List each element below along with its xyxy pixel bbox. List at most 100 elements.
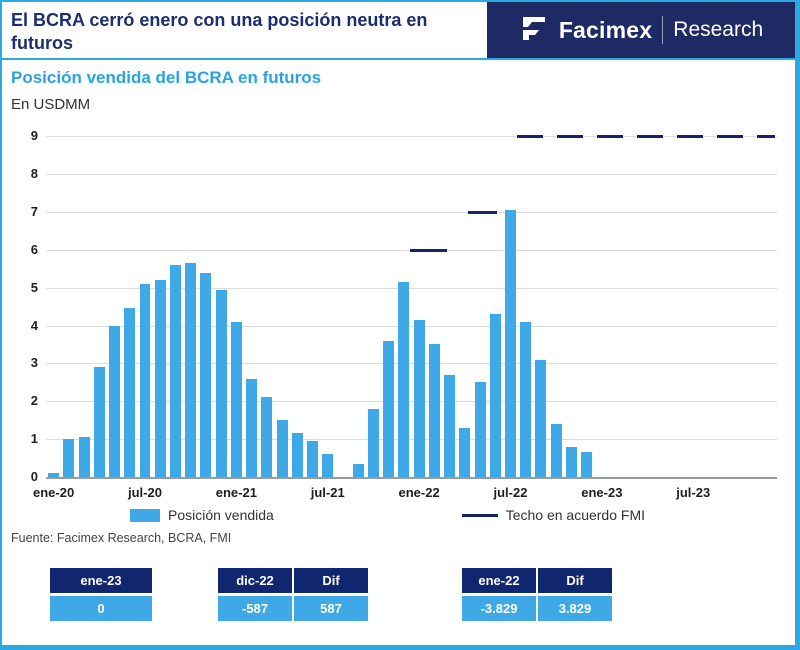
x-axis-label: jul-21 xyxy=(310,485,345,500)
bar xyxy=(398,281,410,477)
bar xyxy=(428,344,440,477)
page-title: El BCRA cerró enero con una posición neu… xyxy=(11,10,428,54)
bar xyxy=(383,340,395,477)
summary-table-header: Dif xyxy=(294,568,368,593)
y-axis-label: 0 xyxy=(30,469,38,484)
summary-table-header: Dif xyxy=(538,568,612,593)
gridline xyxy=(46,477,777,479)
plot-area xyxy=(46,121,777,479)
x-axis-label: ene-23 xyxy=(581,485,623,500)
summary-table-header: dic-22 xyxy=(218,568,292,593)
bar xyxy=(352,463,364,477)
bar xyxy=(474,382,486,477)
bar xyxy=(581,452,593,477)
gridline xyxy=(46,439,777,441)
gridline xyxy=(46,363,777,365)
bar xyxy=(307,441,318,477)
legend-item-techo-fmi: Techo en acuerdo FMI xyxy=(461,507,645,523)
summary-table: ene-23 0 xyxy=(48,565,154,624)
summary-table-cell: -3.829 xyxy=(462,596,536,621)
y-axis-label: 3 xyxy=(30,355,38,371)
units-label: En USDMM xyxy=(11,96,91,113)
bar xyxy=(230,321,242,477)
summary-table-header: ene-22 xyxy=(462,568,536,593)
bar xyxy=(200,272,212,477)
header-separator xyxy=(2,58,795,60)
x-axis: ene-20 jul-20 ene-21 jul-21 ene-22 jul-22 ene-… xyxy=(33,481,777,503)
bar xyxy=(139,283,151,477)
summary-table-header: ene-23 xyxy=(50,568,152,593)
gridline xyxy=(46,325,777,327)
bar xyxy=(367,408,379,477)
legend-label: Techo en acuerdo FMI xyxy=(505,507,645,523)
y-axis-label: 5 xyxy=(30,279,38,295)
y-axis-label: 4 xyxy=(30,317,38,333)
bar xyxy=(154,280,166,477)
gridline xyxy=(46,211,777,213)
bar xyxy=(63,439,75,477)
bar xyxy=(169,264,181,477)
bar xyxy=(78,437,90,477)
chart-title: Posición vendida del BCRA en futuros xyxy=(11,68,322,87)
bar xyxy=(459,427,471,477)
gridline xyxy=(46,136,777,138)
bar xyxy=(124,308,136,477)
bar xyxy=(215,289,227,477)
bar xyxy=(489,314,501,477)
source-note: Fuente: Facimex Research, BCRA, FMI xyxy=(11,531,232,545)
y-axis-label: 7 xyxy=(30,203,38,219)
bar xyxy=(444,374,456,477)
summary-table-cell: 3.829 xyxy=(538,596,612,621)
legend-label: Posición vendida xyxy=(168,507,274,523)
summary-table: dic-22 Dif -587 587 xyxy=(216,565,370,624)
summary-table-cell: -587 xyxy=(218,596,292,621)
line-swatch-icon xyxy=(461,513,498,517)
bar xyxy=(109,325,120,477)
summary-tables: ene-23 0 dic-22 Dif -587 587 ene-22 Dif -3.829 3.… xyxy=(2,565,795,624)
bar xyxy=(413,319,425,477)
summary-table-cell: 587 xyxy=(294,596,368,621)
y-axis-label: 6 xyxy=(30,241,38,257)
y-axis-label: 2 xyxy=(30,393,38,409)
facimex-logo-icon xyxy=(519,13,549,48)
y-axis-label: 1 xyxy=(30,431,38,447)
x-axis-label: ene-21 xyxy=(215,485,257,500)
x-axis-label: ene-22 xyxy=(398,485,440,500)
y-axis-label: 9 xyxy=(30,128,38,144)
x-axis-label: jul-20 xyxy=(128,485,162,500)
bar xyxy=(565,446,577,477)
bar xyxy=(185,263,197,477)
fmi-ceiling-line xyxy=(467,210,497,214)
summary-table-cell: 0 xyxy=(50,596,152,621)
chart-legend: Posición vendida Techo en acuerdo FMI xyxy=(2,503,795,523)
bar xyxy=(535,359,547,477)
bar-chart: ene-20 jul-20 ene-21 jul-21 ene-22 jul-22 ene-… xyxy=(10,115,779,503)
legend-item-posicion-vendida: Posición vendida xyxy=(130,507,274,523)
gridline xyxy=(46,287,777,289)
x-axis-label: ene-20 xyxy=(33,485,75,500)
bar xyxy=(48,473,60,477)
fmi-ceiling-line xyxy=(409,248,447,252)
bar-swatch-icon xyxy=(130,508,160,522)
y-axis-label: 8 xyxy=(30,166,38,182)
gridline xyxy=(46,401,777,403)
bar xyxy=(322,454,334,477)
report-header: El BCRA cerró enero con una posición neu… xyxy=(2,2,795,58)
bar xyxy=(291,433,303,477)
brand-block: Facimex Research xyxy=(487,2,795,58)
brand-name: Facimex xyxy=(558,16,653,43)
x-axis-label: jul-23 xyxy=(676,485,711,500)
bar xyxy=(261,397,273,477)
fmi-ceiling-line xyxy=(516,135,776,139)
gridline xyxy=(46,174,777,176)
bar xyxy=(505,210,516,477)
bar xyxy=(550,423,562,477)
bar xyxy=(520,321,532,477)
bar xyxy=(276,420,288,477)
x-axis-label: jul-22 xyxy=(493,485,528,500)
bar xyxy=(93,367,105,477)
brand-division: Research xyxy=(673,18,764,41)
brand-divider xyxy=(662,16,664,44)
summary-table: ene-22 Dif -3.829 3.829 xyxy=(460,565,614,624)
